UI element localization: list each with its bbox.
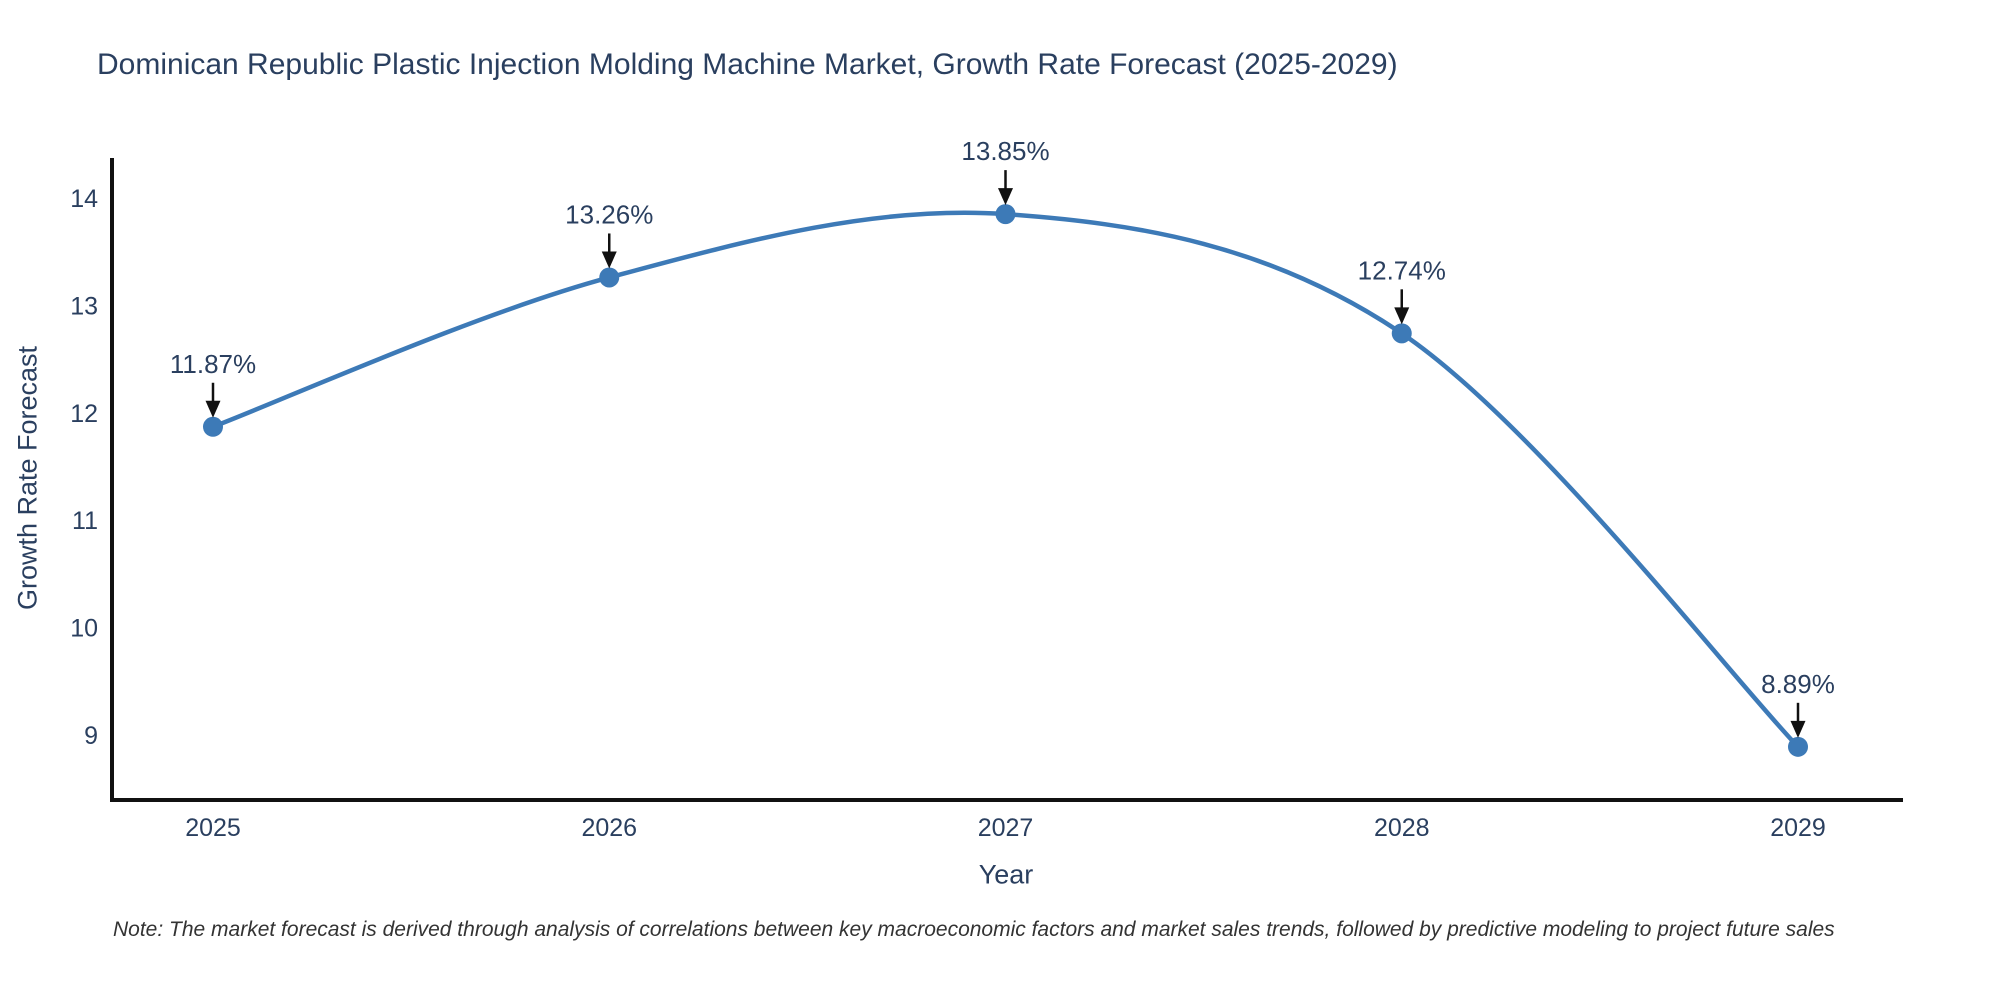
x-axis-title: Year	[978, 859, 1034, 890]
y-tick-label: 10	[70, 615, 98, 643]
trend-line	[210, 210, 1801, 750]
data-point-marker	[203, 416, 223, 437]
y-tick-label: 13	[70, 292, 98, 320]
annotation-arrow-head	[601, 251, 617, 269]
annotation-arrow-head	[1394, 307, 1410, 325]
y-tick-label: 11	[72, 507, 98, 535]
y-tick-label: 14	[70, 185, 98, 213]
x-tick-label: 2025	[185, 814, 241, 842]
y-axis-title: Growth Rate Forecast	[12, 345, 43, 611]
point-annotation: 13.85%	[961, 136, 1050, 206]
x-tick-label: 2027	[978, 814, 1034, 842]
point-annotation: 13.26%	[565, 199, 653, 269]
annotation-arrow-head	[998, 188, 1013, 206]
data-point-marker	[1391, 323, 1412, 344]
point-value-label: 8.89%	[1761, 669, 1835, 699]
point-value-label: 13.26%	[565, 199, 653, 229]
chart-title: Dominican Republic Plastic Injection Mol…	[97, 48, 1398, 81]
annotation-arrow-head	[205, 400, 221, 418]
y-tick-label: 9	[84, 722, 98, 750]
x-tick-label: 2026	[581, 814, 637, 842]
point-annotation: 12.74%	[1358, 255, 1446, 325]
point-annotation: 8.89%	[1761, 669, 1835, 738]
point-value-label: 11.87%	[170, 349, 256, 379]
footnote: Note: The market forecast is derived thr…	[113, 918, 1835, 941]
point-value-label: 13.85%	[961, 136, 1049, 166]
data-point-marker	[995, 204, 1016, 225]
annotation-arrow-head	[1790, 720, 1806, 738]
point-value-label: 12.74%	[1358, 255, 1446, 285]
x-tick-label: 2029	[1770, 814, 1826, 842]
point-annotation: 11.87%	[170, 349, 256, 418]
data-point-marker	[599, 267, 620, 288]
data-point-marker	[1788, 736, 1808, 757]
x-tick-label: 2028	[1374, 814, 1430, 842]
y-tick-label: 12	[70, 400, 98, 428]
